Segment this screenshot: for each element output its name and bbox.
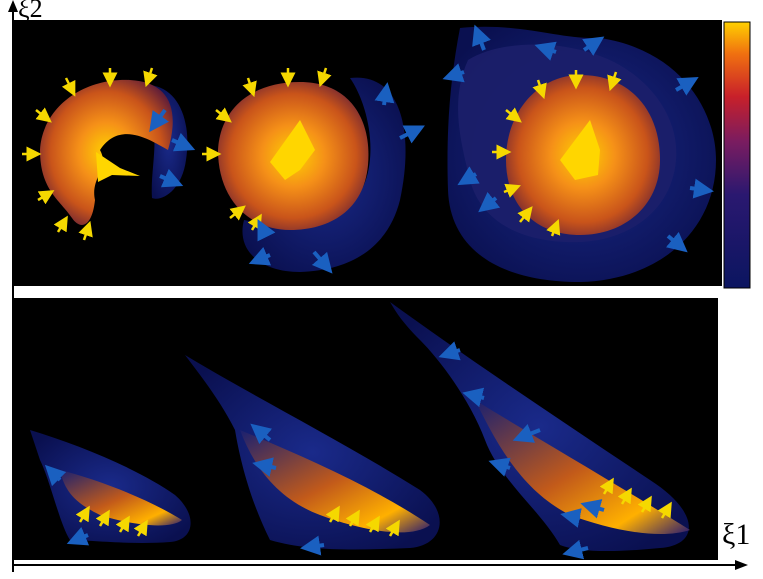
outward-arrows-bottom <box>44 341 605 560</box>
x-axis-label: ξ1 <box>722 518 751 551</box>
top-surface-1 <box>40 79 188 225</box>
inward-arrows-top <box>22 67 622 241</box>
outward-arrows-top <box>149 24 714 274</box>
bottom-surface-2 <box>185 355 440 550</box>
y-axis-label: ξ2 <box>18 0 43 23</box>
inward-arrows-bottom <box>75 477 672 537</box>
top-surface-2 <box>218 77 406 273</box>
axes <box>8 0 748 572</box>
colorbar <box>723 21 751 289</box>
bottom-surface-1 <box>30 430 191 543</box>
top-surface-3 <box>447 26 716 283</box>
